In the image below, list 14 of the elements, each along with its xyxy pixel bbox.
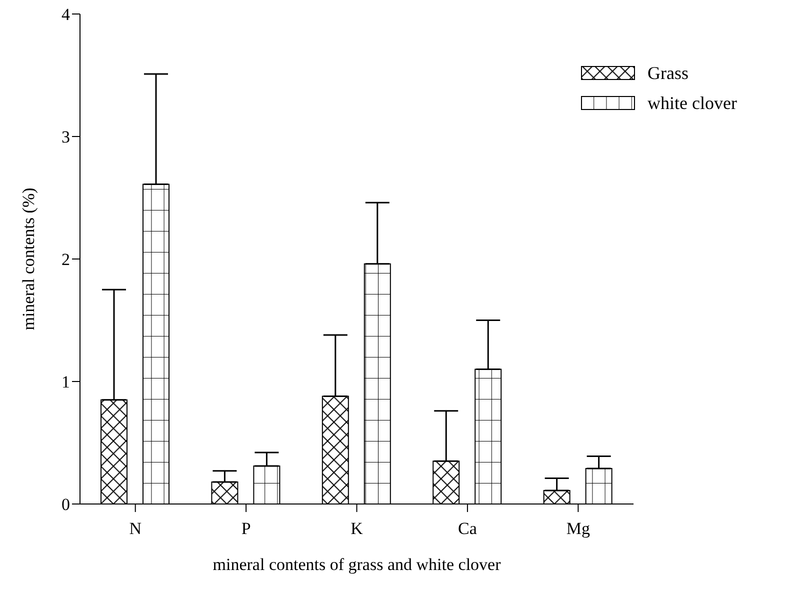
x-tick-label: Mg	[566, 519, 590, 538]
y-tick-label: 0	[62, 495, 70, 514]
y-tick-label: 1	[62, 372, 70, 392]
x-axis-title: mineral contents of grass and white clover	[212, 555, 502, 574]
y-axis-title: mineral contents (%)	[19, 188, 38, 330]
x-tick-label: K	[350, 519, 364, 538]
x-tick-label: Ca	[458, 519, 478, 538]
y-tick-label: 3	[62, 128, 70, 147]
y-tick-label: 2	[62, 250, 70, 270]
y-tick-label: 4	[62, 5, 70, 24]
x-tick-label: N	[129, 519, 142, 538]
legend-label: white clover	[648, 92, 737, 114]
x-tick-label: P	[241, 519, 251, 538]
legend-label: Grass	[648, 62, 689, 84]
